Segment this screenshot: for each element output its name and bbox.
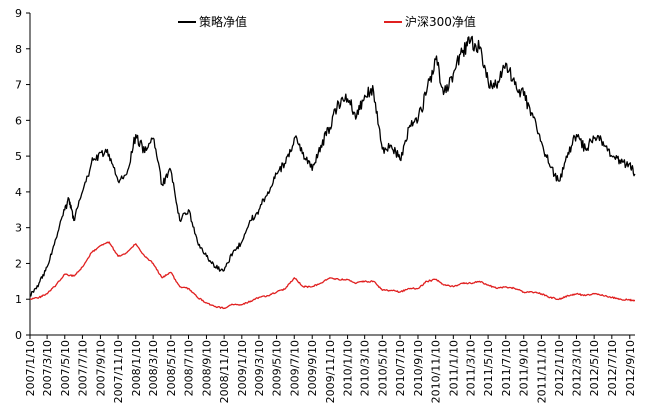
x-tick-label: 2007/7/10 <box>76 340 89 396</box>
y-tick-label: 8 <box>15 43 22 56</box>
x-ticks: 2007/1/10 2007/3/10 2007/5/10 2007/7/10 2007… <box>24 335 637 403</box>
x-tick-label: 2010/1/10 <box>342 340 355 396</box>
x-tick-label: 2008/3/10 <box>147 340 160 396</box>
y-tick-label: 1 <box>15 293 22 306</box>
x-tick-label: 2007/11/10 <box>112 340 125 403</box>
axes <box>29 13 635 336</box>
legend: 策略净值 沪深300净值 <box>178 14 476 29</box>
x-tick-label: 2010/3/10 <box>359 340 372 396</box>
x-tick-label: 2008/7/10 <box>182 340 195 396</box>
legend-label-strategy: 策略净值 <box>199 14 247 29</box>
x-tick-label: 2012/5/10 <box>588 340 601 396</box>
y-tick-label: 5 <box>15 150 22 163</box>
series-layer <box>29 35 636 310</box>
x-tick-label: 2008/9/10 <box>200 340 213 396</box>
x-tick-label: 2009/1/10 <box>236 340 249 396</box>
x-tick-label: 2007/3/10 <box>41 340 54 396</box>
x-tick-label: 2012/9/10 <box>624 340 637 396</box>
x-tick-label: 2010/9/10 <box>412 340 425 396</box>
x-tick-label: 2009/5/10 <box>271 340 284 396</box>
series-line-strategy <box>29 35 636 297</box>
x-tick-label: 2007/1/10 <box>24 340 37 396</box>
x-tick-label: 2008/5/10 <box>165 340 178 396</box>
y-tick-label: 7 <box>15 79 22 92</box>
x-tick-label: 2011/5/10 <box>482 340 495 396</box>
x-tick-label: 2009/9/10 <box>306 340 319 396</box>
y-tick-label: 6 <box>15 114 22 127</box>
x-tick-label: 2010/11/10 <box>430 340 443 403</box>
y-tick-label: 2 <box>15 257 22 270</box>
series-line-csi300 <box>29 241 636 310</box>
x-tick-label: 2011/9/10 <box>518 340 531 396</box>
y-tick-label: 3 <box>15 222 22 235</box>
x-tick-label: 2010/7/10 <box>394 340 407 396</box>
x-tick-label: 2010/5/10 <box>376 340 389 396</box>
legend-item-csi300: 沪深300净值 <box>384 14 476 29</box>
x-tick-label: 2011/1/10 <box>447 340 460 396</box>
x-tick-label: 2011/3/10 <box>464 340 477 396</box>
x-tick-label: 2009/11/10 <box>324 340 337 403</box>
legend-label-csi300: 沪深300净值 <box>405 14 476 29</box>
x-tick-label: 2008/11/10 <box>218 340 231 403</box>
x-tick-label: 2009/3/10 <box>253 340 266 396</box>
y-tick-label: 9 <box>15 7 22 20</box>
y-tick-label: 0 <box>15 329 22 342</box>
x-tick-label: 2011/11/10 <box>535 340 548 403</box>
x-tick-label: 2012/7/10 <box>606 340 619 396</box>
y-tick-label: 4 <box>15 186 22 199</box>
y-ticks: 0 1 2 3 4 5 6 7 8 9 <box>15 7 30 342</box>
x-tick-label: 2007/9/10 <box>94 340 107 396</box>
x-tick-label: 2012/1/10 <box>553 340 566 396</box>
x-tick-label: 2012/3/10 <box>570 340 583 396</box>
x-tick-label: 2008/1/10 <box>130 340 143 396</box>
x-tick-label: 2009/7/10 <box>288 340 301 396</box>
x-tick-label: 2011/7/10 <box>500 340 513 396</box>
x-tick-label: 2007/5/10 <box>59 340 72 396</box>
legend-item-strategy: 策略净值 <box>178 14 247 29</box>
